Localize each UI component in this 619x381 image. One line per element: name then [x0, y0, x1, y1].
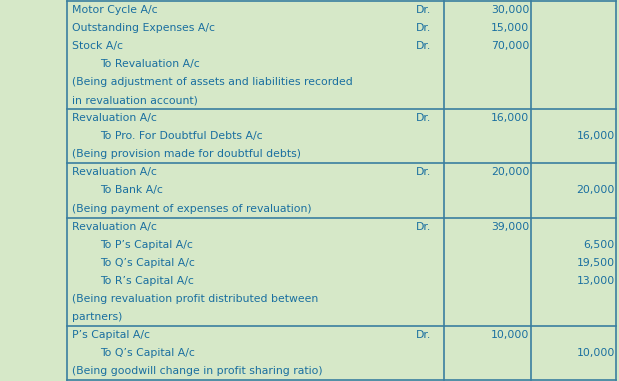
Text: 13,000: 13,000: [576, 276, 615, 286]
Text: To Pro. For Doubtful Debts A/c: To Pro. For Doubtful Debts A/c: [100, 131, 262, 141]
Text: Dr.: Dr.: [416, 167, 431, 178]
Text: To Q’s Capital A/c: To Q’s Capital A/c: [100, 348, 194, 358]
Text: Revaluation A/c: Revaluation A/c: [72, 167, 157, 178]
Text: (Being goodwill change in profit sharing ratio): (Being goodwill change in profit sharing…: [72, 366, 322, 376]
Text: 16,000: 16,000: [491, 113, 529, 123]
Text: Dr.: Dr.: [416, 23, 431, 33]
Text: Motor Cycle A/c: Motor Cycle A/c: [72, 5, 157, 15]
Text: 15,000: 15,000: [491, 23, 529, 33]
Text: 16,000: 16,000: [576, 131, 615, 141]
Text: To Bank A/c: To Bank A/c: [100, 186, 163, 195]
Text: Dr.: Dr.: [416, 5, 431, 15]
Text: (Being provision made for doubtful debts): (Being provision made for doubtful debts…: [72, 149, 301, 159]
Text: P’s Capital A/c: P’s Capital A/c: [72, 330, 150, 340]
Text: 10,000: 10,000: [491, 330, 529, 340]
Text: 20,000: 20,000: [491, 167, 529, 178]
Text: 10,000: 10,000: [576, 348, 615, 358]
Text: Dr.: Dr.: [416, 113, 431, 123]
Text: Outstanding Expenses A/c: Outstanding Expenses A/c: [72, 23, 215, 33]
Text: 6,500: 6,500: [584, 240, 615, 250]
Text: (Being revaluation profit distributed between: (Being revaluation profit distributed be…: [72, 294, 318, 304]
Text: in revaluation account): in revaluation account): [72, 95, 197, 105]
Text: (Being adjustment of assets and liabilities recorded: (Being adjustment of assets and liabilit…: [72, 77, 353, 87]
Text: Revaluation A/c: Revaluation A/c: [72, 222, 157, 232]
Text: (Being payment of expenses of revaluation): (Being payment of expenses of revaluatio…: [72, 203, 311, 214]
Text: To Revaluation A/c: To Revaluation A/c: [100, 59, 199, 69]
Text: Dr.: Dr.: [416, 330, 431, 340]
Text: To P’s Capital A/c: To P’s Capital A/c: [100, 240, 193, 250]
Text: 39,000: 39,000: [491, 222, 529, 232]
Text: To R’s Capital A/c: To R’s Capital A/c: [100, 276, 194, 286]
Text: 20,000: 20,000: [576, 186, 615, 195]
Text: Dr.: Dr.: [416, 222, 431, 232]
Text: 19,500: 19,500: [576, 258, 615, 268]
Text: Revaluation A/c: Revaluation A/c: [72, 113, 157, 123]
Text: 30,000: 30,000: [491, 5, 529, 15]
Text: 70,000: 70,000: [491, 41, 529, 51]
Text: Stock A/c: Stock A/c: [72, 41, 123, 51]
Text: partners): partners): [72, 312, 122, 322]
Text: Dr.: Dr.: [416, 41, 431, 51]
Text: To Q’s Capital A/c: To Q’s Capital A/c: [100, 258, 194, 268]
